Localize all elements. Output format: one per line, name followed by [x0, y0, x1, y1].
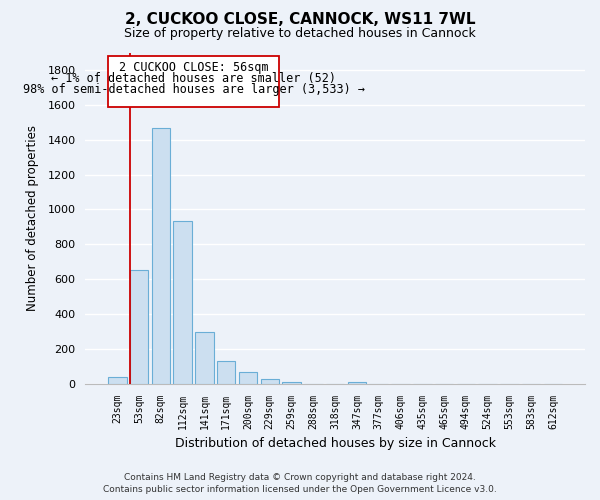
Bar — [239, 372, 257, 384]
Bar — [260, 380, 279, 384]
Bar — [283, 382, 301, 384]
X-axis label: Distribution of detached houses by size in Cannock: Distribution of detached houses by size … — [175, 437, 496, 450]
Bar — [108, 376, 127, 384]
Text: 98% of semi-detached houses are larger (3,533) →: 98% of semi-detached houses are larger (… — [23, 83, 365, 96]
Bar — [173, 220, 192, 384]
Bar — [130, 270, 148, 384]
Bar — [217, 361, 235, 384]
FancyBboxPatch shape — [108, 56, 279, 107]
Text: Contains HM Land Registry data © Crown copyright and database right 2024.
Contai: Contains HM Land Registry data © Crown c… — [103, 472, 497, 494]
Text: 2, CUCKOO CLOSE, CANNOCK, WS11 7WL: 2, CUCKOO CLOSE, CANNOCK, WS11 7WL — [125, 12, 475, 28]
Text: 2 CUCKOO CLOSE: 56sqm: 2 CUCKOO CLOSE: 56sqm — [119, 61, 268, 74]
Bar — [195, 332, 214, 384]
Text: Size of property relative to detached houses in Cannock: Size of property relative to detached ho… — [124, 28, 476, 40]
Y-axis label: Number of detached properties: Number of detached properties — [26, 125, 39, 311]
Text: ← 1% of detached houses are smaller (52): ← 1% of detached houses are smaller (52) — [51, 72, 336, 85]
Bar — [347, 382, 366, 384]
Bar — [152, 128, 170, 384]
